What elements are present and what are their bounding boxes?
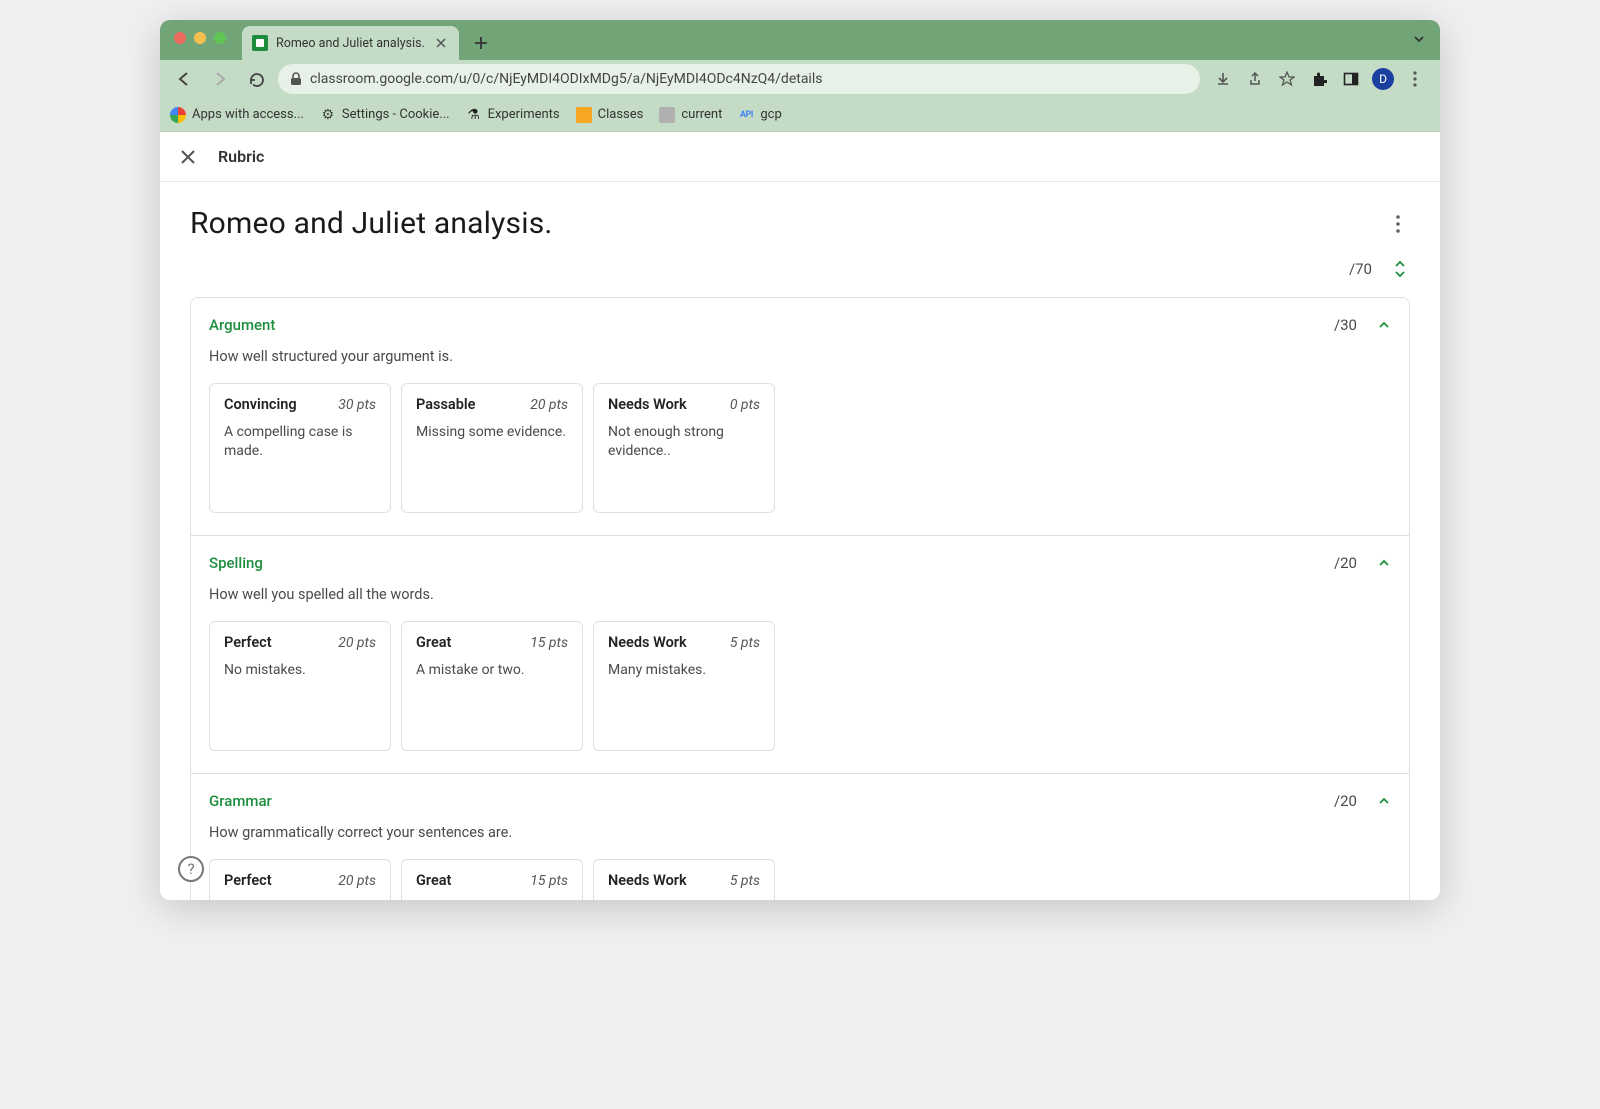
criterion-name: Spelling — [209, 554, 263, 572]
new-tab-button[interactable] — [467, 29, 495, 57]
rubric-level[interactable]: Needs Work5 pts Many mistakes. — [593, 859, 775, 900]
browser-window: Romeo and Juliet analysis. classroom.goo… — [160, 20, 1440, 900]
classroom-icon — [576, 107, 592, 123]
rubric-level[interactable]: Great15 pts A mistake or two. — [401, 621, 583, 751]
criterion: Argument /30 How well structured your ar… — [191, 298, 1409, 535]
url-input[interactable]: classroom.google.com/u/0/c/NjEyMDI4ODIxM… — [278, 64, 1200, 94]
rubric-level[interactable]: Perfect20 pts No mistakes. — [209, 859, 391, 900]
rubric-level[interactable]: Perfect20 pts No mistakes. — [209, 621, 391, 751]
rubric-level[interactable]: Needs Work5 pts Many mistakes. — [593, 621, 775, 751]
total-points: /70 — [1349, 260, 1372, 278]
reload-button[interactable] — [242, 65, 270, 93]
bookmark-item[interactable]: APIgcp — [738, 107, 781, 123]
close-window-button[interactable] — [174, 32, 186, 44]
page-content: Rubric Romeo and Juliet analysis. /70 — [160, 132, 1440, 900]
share-icon[interactable] — [1244, 68, 1266, 90]
criterion: Grammar /20 How grammatically correct yo… — [191, 773, 1409, 900]
flask-icon: ⚗ — [466, 107, 482, 123]
maximize-window-button[interactable] — [214, 32, 226, 44]
api-icon: API — [738, 107, 754, 123]
bookmark-item[interactable]: ⚙Settings - Cookie... — [320, 107, 450, 123]
criterion-name: Grammar — [209, 792, 272, 810]
bookmark-item[interactable]: current — [659, 107, 722, 123]
bookmark-item[interactable]: Classes — [576, 107, 644, 123]
minimize-window-button[interactable] — [194, 32, 206, 44]
bookmark-item[interactable]: ⚗Experiments — [466, 107, 560, 123]
collapse-criterion-button[interactable] — [1377, 556, 1391, 570]
tab-title: Romeo and Juliet analysis. — [276, 36, 425, 51]
sidepanel-icon[interactable] — [1340, 68, 1362, 90]
google-icon — [170, 107, 186, 123]
rubric-header: Rubric — [160, 132, 1440, 182]
bookmarks-bar: Apps with access... ⚙Settings - Cookie..… — [160, 98, 1440, 132]
tab-strip: Romeo and Juliet analysis. — [160, 20, 1440, 60]
tab-close-button[interactable] — [433, 35, 449, 51]
close-button[interactable] — [176, 145, 200, 169]
criterion-description: How well structured your argument is. — [209, 348, 1391, 365]
collapse-all-button[interactable] — [1390, 259, 1410, 279]
tabs-dropdown-button[interactable] — [1412, 32, 1426, 46]
download-icon[interactable] — [1212, 68, 1234, 90]
star-icon[interactable] — [1276, 68, 1298, 90]
criterion-points: /20 — [1334, 792, 1357, 810]
lock-icon — [290, 72, 302, 86]
criterion: Spelling /20 How well you spelled all th… — [191, 535, 1409, 773]
help-button[interactable]: ? — [178, 856, 204, 882]
page-title: Romeo and Juliet analysis. — [190, 206, 553, 241]
folder-icon — [659, 107, 675, 123]
criterion-points: /30 — [1334, 316, 1357, 334]
criterion-points: /20 — [1334, 554, 1357, 572]
collapse-criterion-button[interactable] — [1377, 318, 1391, 332]
more-options-button[interactable] — [1386, 215, 1410, 233]
browser-tab[interactable]: Romeo and Juliet analysis. — [242, 26, 459, 60]
rubric-level[interactable]: Needs Work0 pts Not enough strong eviden… — [593, 383, 775, 513]
rubric-level[interactable]: Passable20 pts Missing some evidence. — [401, 383, 583, 513]
criterion-name: Argument — [209, 316, 275, 334]
rubric-level[interactable]: Great15 pts A mistake or two. — [401, 859, 583, 900]
window-controls — [174, 32, 226, 44]
criteria-list: Argument /30 How well structured your ar… — [190, 297, 1410, 900]
tab-favicon-icon — [252, 35, 268, 51]
address-bar: classroom.google.com/u/0/c/NjEyMDI4ODIxM… — [160, 60, 1440, 98]
url-text: classroom.google.com/u/0/c/NjEyMDI4ODIxM… — [310, 71, 822, 87]
forward-button[interactable] — [206, 65, 234, 93]
back-button[interactable] — [170, 65, 198, 93]
criterion-description: How grammatically correct your sentences… — [209, 824, 1391, 841]
toolbar-right: D — [1208, 68, 1430, 90]
criterion-description: How well you spelled all the words. — [209, 586, 1391, 603]
collapse-criterion-button[interactable] — [1377, 794, 1391, 808]
profile-avatar[interactable]: D — [1372, 68, 1394, 90]
chrome-menu-icon[interactable] — [1404, 68, 1426, 90]
rubric-level[interactable]: Convincing30 pts A compelling case is ma… — [209, 383, 391, 513]
bookmark-item[interactable]: Apps with access... — [170, 107, 304, 123]
extensions-icon[interactable] — [1308, 68, 1330, 90]
header-label: Rubric — [218, 147, 264, 166]
gear-icon: ⚙ — [320, 107, 336, 123]
